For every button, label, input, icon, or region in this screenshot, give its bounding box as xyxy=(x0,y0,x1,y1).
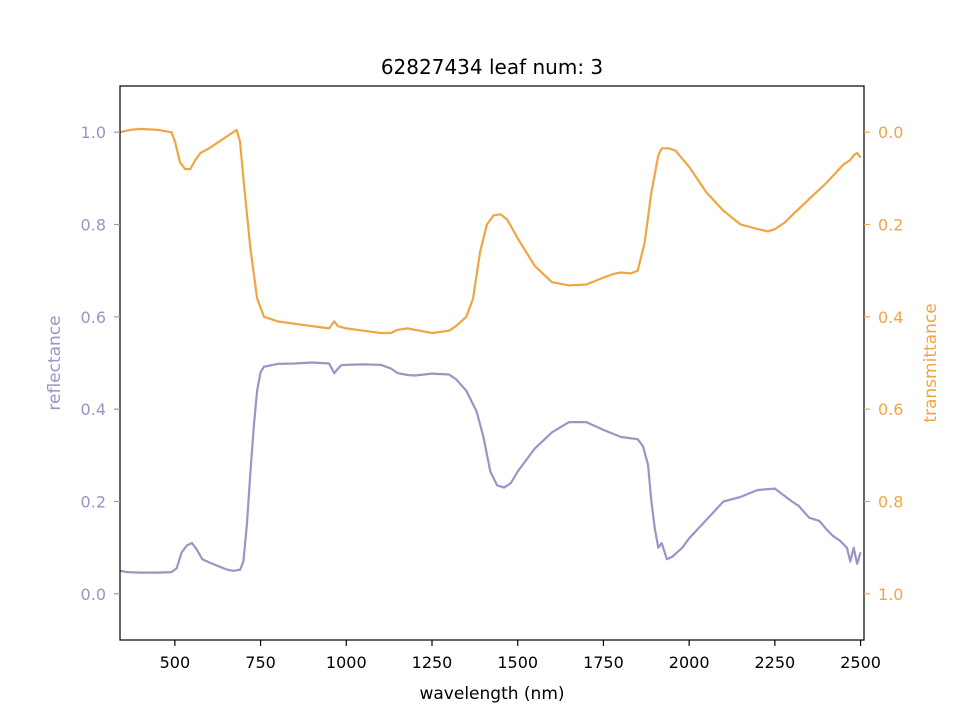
x-tick-label: 2500 xyxy=(840,653,881,672)
x-axis-label: wavelength (nm) xyxy=(419,684,564,704)
y-right-tick-label: 0.2 xyxy=(878,216,903,235)
x-tick-label: 1500 xyxy=(497,653,538,672)
plot-frame xyxy=(119,85,865,641)
x-tick-label: 1250 xyxy=(412,653,453,672)
x-tick-label: 2000 xyxy=(669,653,710,672)
chart-title: 62827434 leaf num: 3 xyxy=(381,55,603,79)
y-right-tick-label: 0.8 xyxy=(878,493,903,512)
y-left-tick-label: 0.8 xyxy=(81,216,106,235)
y-left-tick-label: 0.2 xyxy=(81,493,106,512)
y-axis-left-label: reflectance xyxy=(45,315,65,410)
y-right-tick-label: 0.0 xyxy=(878,123,903,142)
x-tick-label: 1750 xyxy=(583,653,624,672)
y-left-tick-label: 0.4 xyxy=(81,400,106,419)
x-tick-label: 500 xyxy=(160,653,191,672)
y-right-tick-label: 1.0 xyxy=(878,585,903,604)
series-line-transmittance xyxy=(119,127,862,335)
axes: 500 750 1000 1250 1500 1750 2000 2250 2500 0.0 0.2… xyxy=(81,85,903,672)
series-line-reflectance xyxy=(119,361,862,574)
y-left-tick-label: 0.0 xyxy=(81,585,106,604)
y-axis-right-label: transmittance xyxy=(921,303,941,422)
plot-area xyxy=(119,127,862,574)
x-tick-label: 2250 xyxy=(754,653,795,672)
y-left-tick-label: 0.6 xyxy=(81,308,106,327)
y-left-tick-label: 1.0 xyxy=(81,123,106,142)
y-right-tick-label: 0.6 xyxy=(878,400,903,419)
y-right-tick-label: 0.4 xyxy=(878,308,903,327)
x-tick-label: 1000 xyxy=(326,653,367,672)
x-tick-label: 750 xyxy=(245,653,276,672)
